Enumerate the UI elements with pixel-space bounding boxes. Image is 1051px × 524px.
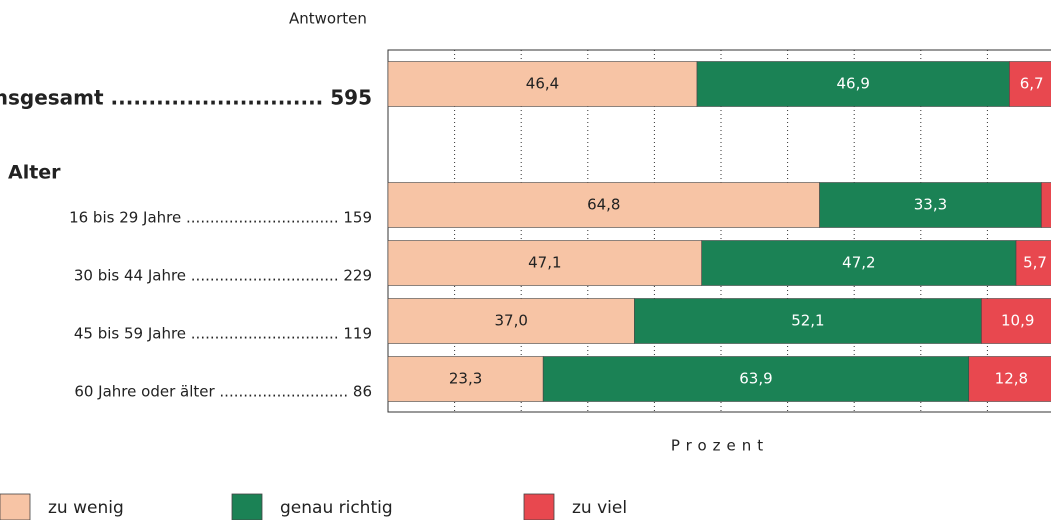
x-axis-label: Prozent (671, 437, 769, 455)
bar-segment (981, 298, 1051, 344)
legend-label: zu viel (572, 498, 627, 518)
value-label: 52,1 (791, 312, 824, 330)
value-label: 23,3 (449, 370, 482, 388)
row-label: 45 bis 59 Jahre ........................… (74, 325, 372, 343)
bar-segment (696, 61, 1010, 107)
value-label: 33,3 (914, 196, 947, 214)
bar-segment (1015, 240, 1051, 286)
value-label: 47,1 (528, 254, 561, 272)
value-label: 12,8 (995, 370, 1028, 388)
bar-segment (387, 182, 820, 228)
bar-segment (819, 182, 1042, 228)
legend-swatch (0, 493, 31, 521)
group-label: Alter (8, 162, 61, 184)
value-label: 64,8 (587, 196, 620, 214)
value-label: 47,2 (842, 254, 875, 272)
bar-segment (387, 240, 702, 286)
legend-swatch (523, 493, 555, 521)
legend-swatch (231, 493, 263, 521)
bar-segment (701, 240, 1017, 286)
value-label: 37,0 (495, 312, 528, 330)
bar-segment (1009, 61, 1051, 107)
bar-segment (387, 356, 544, 402)
value-label: 46,9 (836, 75, 869, 93)
bar-segment (1041, 182, 1051, 228)
bar-segment (542, 356, 970, 402)
value-label: 46,4 (526, 75, 559, 93)
bar-segment (968, 356, 1051, 402)
value-label: 63,9 (739, 370, 772, 388)
legend-label: genau richtig (280, 498, 393, 518)
bar-segment (634, 298, 982, 344)
value-label: 6,7 (1020, 75, 1044, 93)
value-label: 10,9 (1001, 312, 1034, 330)
row-label: 30 bis 44 Jahre ........................… (74, 267, 372, 285)
row-label: Insgesamt ............................ 5… (0, 86, 372, 110)
column-header: Antworten (289, 10, 367, 28)
bar-segment (387, 298, 635, 344)
row-label: 16 bis 29 Jahre ........................… (69, 209, 372, 227)
legend-label: zu wenig (48, 498, 124, 518)
row-label: 60 Jahre oder älter ....................… (74, 383, 372, 401)
value-label: 5,7 (1023, 254, 1047, 272)
